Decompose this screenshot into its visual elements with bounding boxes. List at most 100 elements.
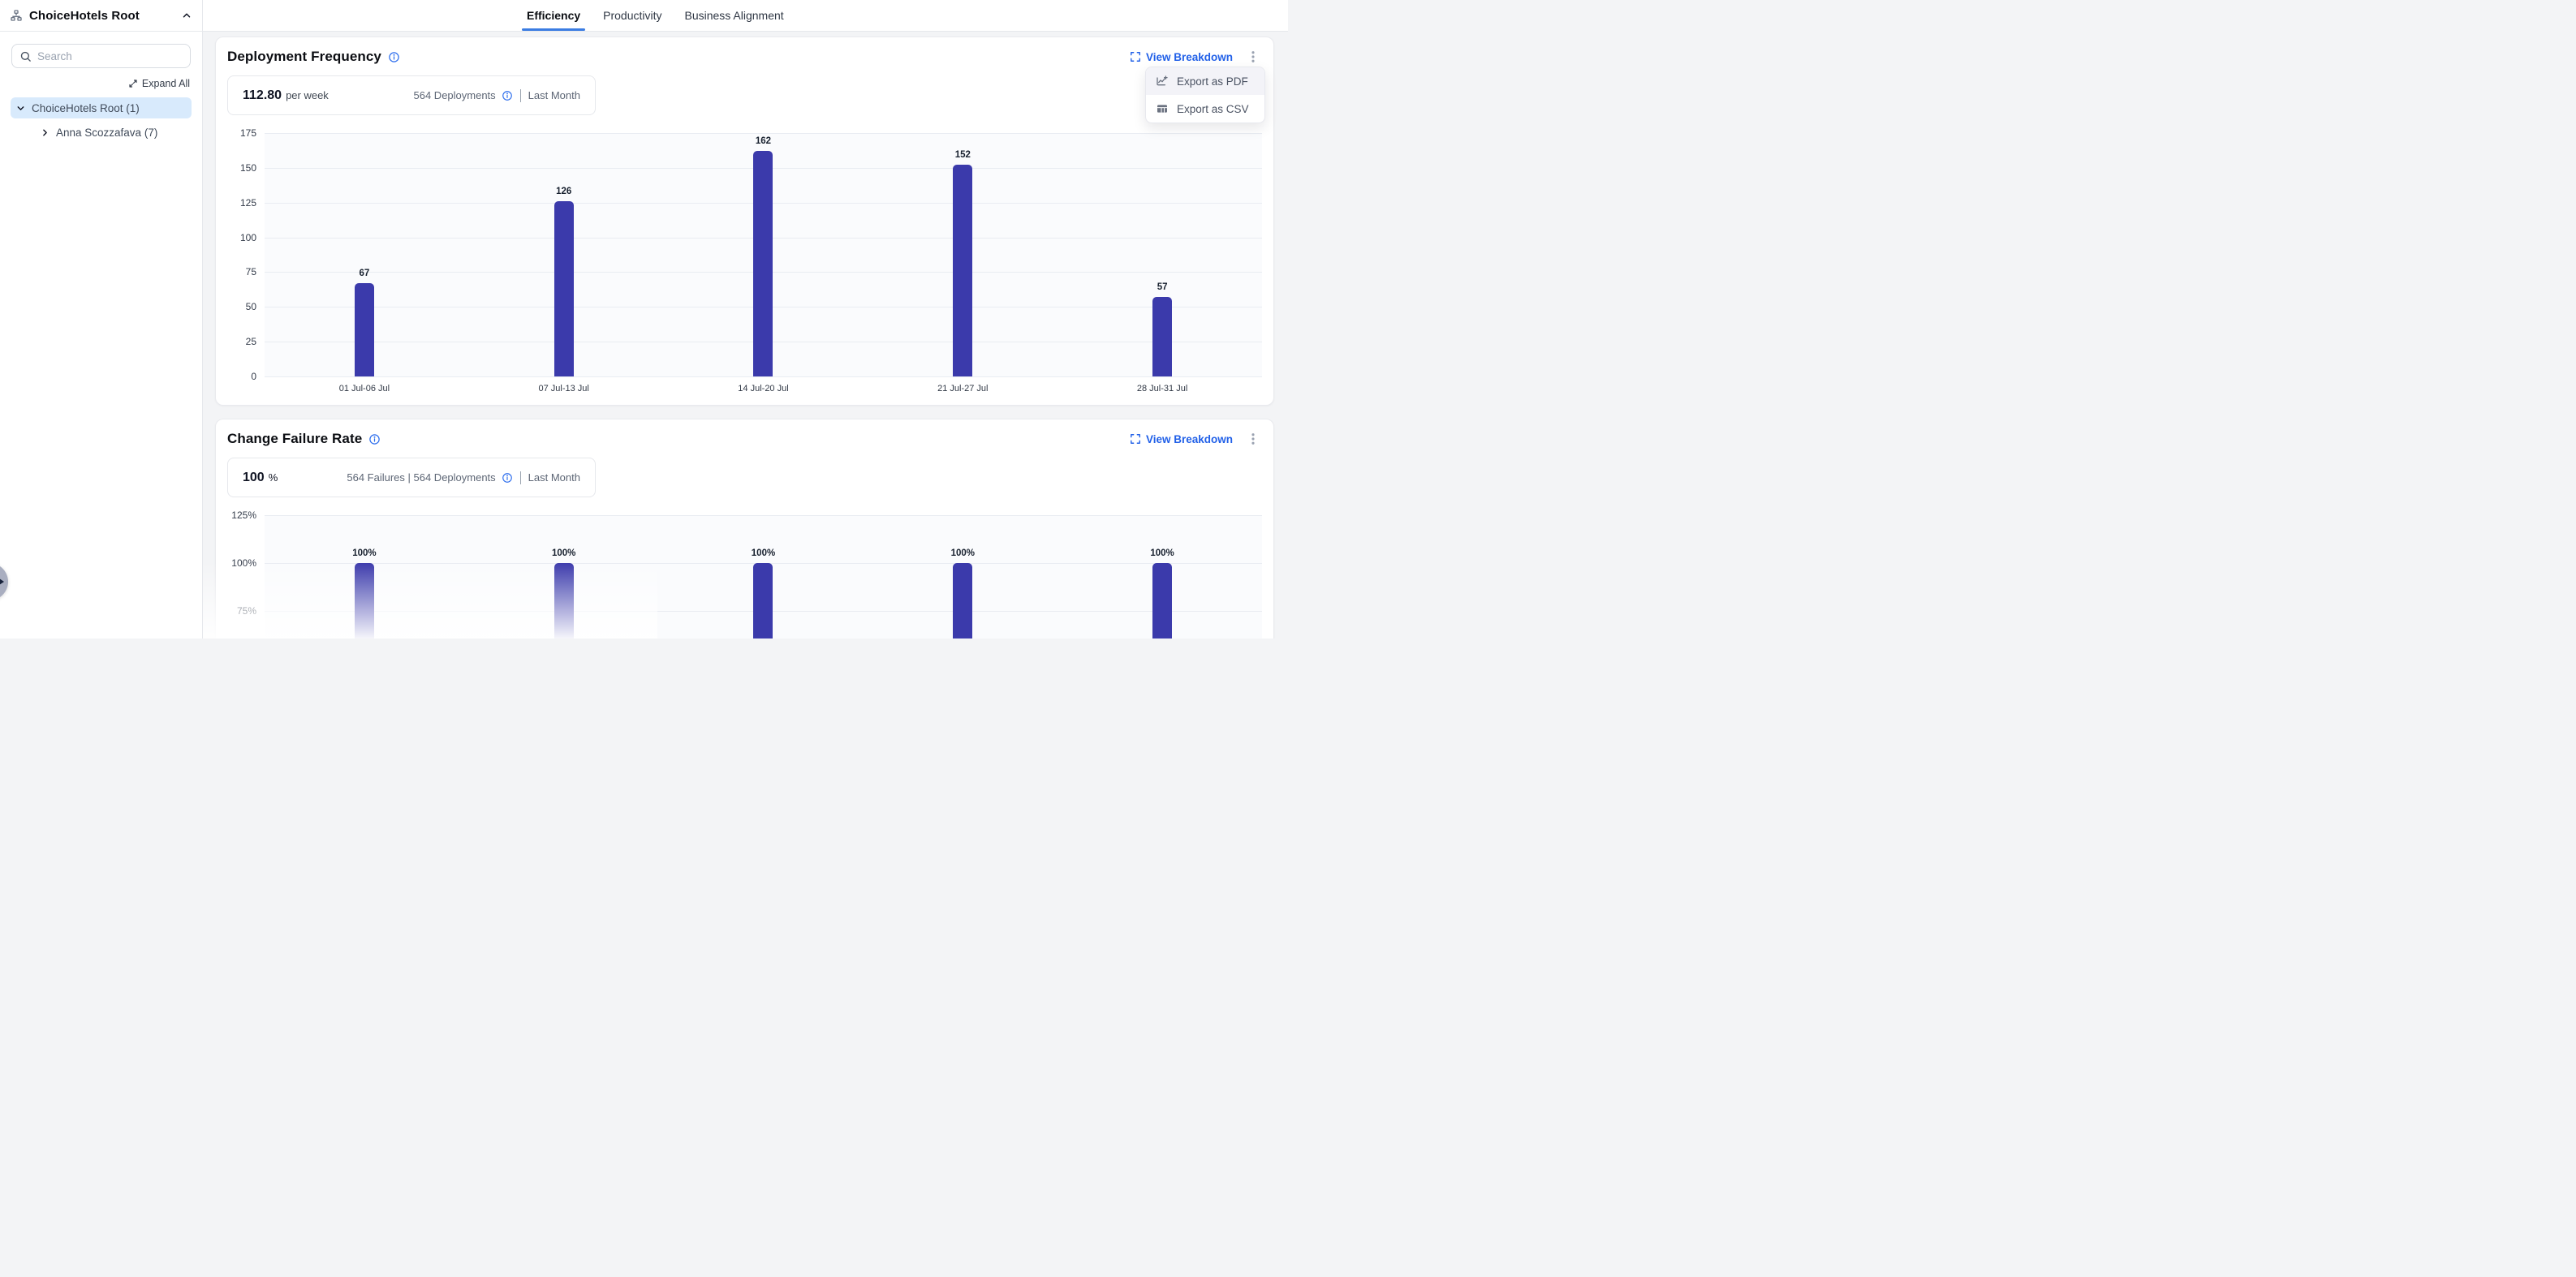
- y-axis: 0 25 50 75 100 125 150 175: [227, 127, 265, 382]
- bar-value-label: 162: [755, 136, 772, 147]
- info-icon[interactable]: [502, 90, 513, 101]
- stat-box: 100 % 564 Failures | 564 Deployments Las…: [227, 458, 596, 497]
- stat-value: 100: [243, 470, 265, 484]
- view-breakdown-link[interactable]: View Breakdown: [1130, 51, 1233, 63]
- search-box: [11, 44, 191, 68]
- tab-efficiency[interactable]: Efficiency: [522, 0, 586, 31]
- info-icon[interactable]: [368, 433, 381, 445]
- kebab-menu-button[interactable]: [1244, 430, 1262, 448]
- tree-item-choicehotels-root[interactable]: ChoiceHotels Root (1): [11, 97, 192, 118]
- gridline: [265, 515, 1262, 516]
- y-tick-label: 50: [245, 301, 256, 313]
- bar[interactable]: [1152, 297, 1173, 376]
- fullscreen-icon: [1130, 433, 1141, 445]
- stat-box: 112.80 per week 564 Deployments Last Mon…: [227, 75, 596, 115]
- export-menu: Export as PDF Export as CSV: [1145, 67, 1265, 123]
- info-icon[interactable]: [388, 51, 400, 63]
- bar-slot: 152: [863, 133, 1062, 376]
- bar[interactable]: [554, 562, 574, 638]
- dashboard-content: Deployment Frequency: [203, 32, 1288, 638]
- chart-line-plus-icon: [1156, 75, 1169, 88]
- y-tick-label: 125%: [231, 510, 256, 521]
- chevron-right-icon[interactable]: [40, 127, 50, 138]
- y-tick-label: 0: [251, 371, 256, 382]
- chart-plot-area: 100% 100% 100% 100% 100%: [265, 515, 1262, 638]
- tab-productivity[interactable]: Productivity: [603, 9, 662, 22]
- x-tick-label: 21 Jul-27 Jul: [937, 384, 989, 393]
- tree-item-anna-scozzafava[interactable]: Anna Scozzafava (7): [35, 122, 192, 143]
- bar-slot: 100%: [464, 515, 664, 638]
- y-tick-label: 100%: [231, 557, 256, 569]
- fullscreen-icon: [1130, 51, 1141, 62]
- divider: [519, 471, 521, 484]
- change-failure-rate-chart: 75% 100% 125% 100% 100% 100% 100% 100%: [227, 510, 1262, 638]
- bar-value-label: 152: [954, 150, 971, 161]
- divider: [519, 88, 521, 102]
- expand-arrows-icon: [128, 79, 138, 88]
- bar-value-label: 57: [1157, 282, 1168, 293]
- menu-item-export-pdf[interactable]: Export as PDF: [1146, 67, 1264, 95]
- y-tick-label: 100: [239, 231, 256, 243]
- y-axis: 75% 100% 125%: [227, 510, 265, 638]
- bar[interactable]: [753, 562, 773, 638]
- play-arrow-icon: [0, 577, 4, 587]
- bar-value-label: 67: [359, 269, 370, 279]
- bar-value-label: 100%: [1150, 548, 1174, 558]
- y-tick-label: 150: [239, 161, 256, 174]
- tree-item-label: Anna Scozzafava (7): [56, 126, 158, 139]
- bar-value-label: 100%: [950, 548, 975, 558]
- bar-slot: 100%: [664, 515, 864, 638]
- card-deployment-frequency: Deployment Frequency: [215, 37, 1274, 406]
- bar-value-label: 100%: [551, 548, 576, 558]
- x-tick-label: 28 Jul-31 Jul: [1136, 384, 1188, 393]
- bar-value-label: 126: [556, 187, 572, 196]
- info-icon[interactable]: [502, 472, 513, 484]
- expand-panel-handle[interactable]: [0, 563, 8, 600]
- expand-all-button[interactable]: Expand All: [0, 78, 190, 89]
- bar[interactable]: [1152, 562, 1173, 638]
- y-tick-label: 175: [239, 127, 256, 139]
- bar-slot: 57: [1062, 133, 1262, 376]
- org-tree: ChoiceHotels Root (1) Anna Scozzafava (7…: [0, 97, 202, 143]
- app-root: ChoiceHotels Root Expand All: [0, 0, 1288, 638]
- bar[interactable]: [354, 283, 374, 376]
- menu-item-export-csv[interactable]: Export as CSV: [1146, 95, 1264, 123]
- stat-unit: per week: [286, 88, 329, 101]
- bar-slot: 67: [265, 133, 464, 376]
- sidebar: ChoiceHotels Root Expand All: [0, 0, 203, 638]
- card-change-failure-rate: Change Failure Rate: [215, 419, 1274, 638]
- chevron-up-icon[interactable]: [181, 10, 192, 21]
- search-input[interactable]: [37, 49, 183, 62]
- gridline: [265, 376, 1262, 377]
- bar-value-label: 100%: [352, 548, 377, 558]
- view-breakdown-link[interactable]: View Breakdown: [1130, 433, 1233, 445]
- kebab-menu-button[interactable]: [1244, 48, 1262, 66]
- card-title: Change Failure Rate: [227, 431, 363, 446]
- tab-bar: Efficiency Productivity Business Alignme…: [203, 0, 1288, 32]
- bar[interactable]: [354, 562, 374, 638]
- bar[interactable]: [953, 165, 973, 376]
- y-tick-label: 125: [239, 196, 256, 209]
- search-icon: [19, 50, 32, 62]
- chevron-down-icon[interactable]: [15, 103, 26, 114]
- main-area: Efficiency Productivity Business Alignme…: [203, 0, 1288, 638]
- bar-value-label: 100%: [751, 548, 776, 558]
- stat-meta: 564 Failures | 564 Deployments: [347, 471, 496, 484]
- bar-slot: 100%: [265, 515, 464, 638]
- bar[interactable]: [753, 151, 773, 376]
- tree-item-label: ChoiceHotels Root (1): [32, 101, 140, 114]
- y-tick-label: 75%: [236, 604, 256, 617]
- gridline: [265, 133, 1262, 134]
- chart-plot-area: 67 126 162 152 57: [265, 133, 1262, 377]
- sidebar-header: ChoiceHotels Root: [0, 0, 202, 32]
- bar[interactable]: [953, 562, 973, 638]
- sidebar-title: ChoiceHotels Root: [29, 8, 140, 23]
- y-tick-label: 75: [245, 266, 256, 278]
- bar[interactable]: [554, 201, 574, 376]
- deployment-frequency-chart: 0 25 50 75 100 125 150 175 67 126 162 152 57 01 Jul-0…: [227, 127, 1262, 393]
- table-icon: [1156, 102, 1169, 115]
- bar-slot: 100%: [863, 515, 1062, 638]
- tab-business-alignment[interactable]: Business Alignment: [684, 9, 784, 22]
- stat-period: Last Month: [528, 471, 580, 484]
- x-axis-labels: 01 Jul-06 Jul 07 Jul-13 Jul 14 Jul-20 Jul 2…: [265, 384, 1262, 393]
